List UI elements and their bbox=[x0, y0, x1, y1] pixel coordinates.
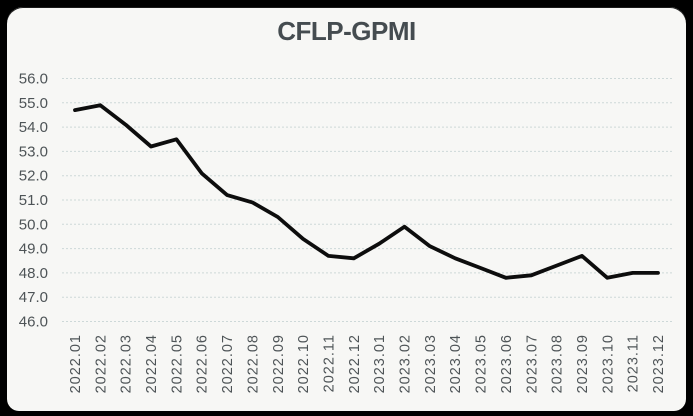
x-axis-tick-label: 2022.09 bbox=[271, 334, 287, 393]
y-axis-tick-label: 48.0 bbox=[19, 265, 48, 282]
x-axis-tick-label: 2023.07 bbox=[524, 334, 540, 393]
x-axis-tick-label: 2022.04 bbox=[144, 334, 160, 393]
y-axis-tick-label: 47.0 bbox=[19, 289, 48, 306]
x-axis-tick-label: 2022.06 bbox=[195, 334, 211, 393]
y-axis-tick-label: 46.0 bbox=[19, 314, 48, 331]
x-axis-tick-label: 2023.01 bbox=[372, 334, 388, 393]
y-axis-tick-label: 56.0 bbox=[19, 71, 48, 88]
x-axis-tick-label: 2022.08 bbox=[245, 334, 261, 393]
x-axis-tick-label: 2023.04 bbox=[448, 334, 464, 393]
x-axis-tick-label: 2022.03 bbox=[119, 334, 135, 393]
x-axis-tick-label: 2022.12 bbox=[347, 334, 363, 393]
x-axis-tick-label: 2022.01 bbox=[68, 334, 84, 393]
data-line-series bbox=[73, 103, 660, 280]
y-axis-tick-label: 49.0 bbox=[19, 241, 48, 258]
x-axis-tick-label: 2023.09 bbox=[575, 334, 591, 393]
x-axis-tick-label: 2023.02 bbox=[398, 334, 414, 393]
x-axis-tick-label: 2023.03 bbox=[423, 334, 439, 393]
y-axis-tick-label: 53.0 bbox=[19, 143, 48, 160]
x-axis-tick-label: 2023.12 bbox=[651, 334, 667, 393]
y-axis-tick-label: 54.0 bbox=[19, 119, 48, 136]
x-axis-tick-label: 2022.05 bbox=[169, 334, 185, 393]
x-axis-tick-label: 2022.11 bbox=[321, 334, 337, 392]
chart-title: CFLP-GPMI bbox=[277, 16, 416, 46]
x-axis-tick-label: 2022.07 bbox=[220, 334, 236, 393]
y-axis-tick-label: 55.0 bbox=[19, 95, 48, 112]
x-axis-tick-label: 2022.02 bbox=[93, 334, 109, 393]
y-axis-tick-label: 52.0 bbox=[19, 168, 48, 185]
x-axis-tick-label: 2022.10 bbox=[296, 334, 312, 393]
x-axis-tick-label: 2023.06 bbox=[499, 334, 515, 393]
x-axis-tick-label: 2023.11 bbox=[626, 334, 642, 392]
x-axis-tick-label: 2023.08 bbox=[550, 334, 566, 393]
y-axis-tick-label: 50.0 bbox=[19, 216, 48, 233]
chart-card bbox=[7, 7, 686, 411]
x-axis-tick-label: 2023.10 bbox=[600, 334, 616, 393]
y-axis-tick-label: 51.0 bbox=[19, 192, 48, 209]
x-axis-tick-label: 2023.05 bbox=[474, 334, 490, 393]
